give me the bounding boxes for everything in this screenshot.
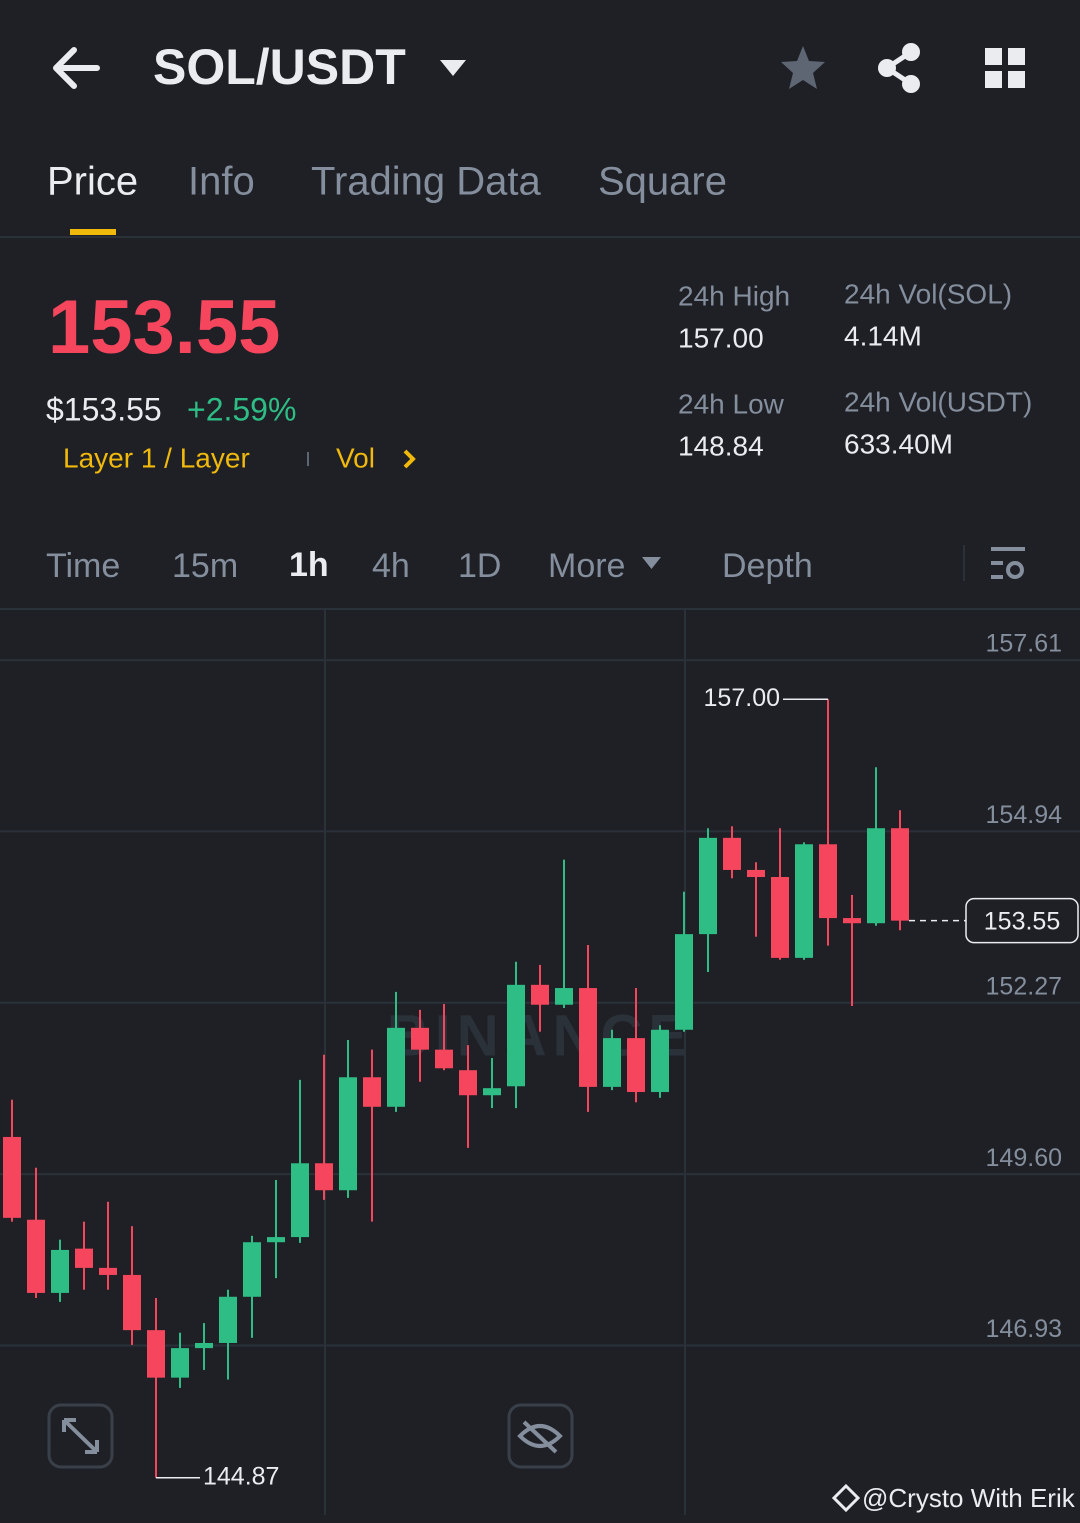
expand-icon: [62, 1418, 99, 1454]
last-price: 153.55: [48, 285, 280, 370]
stat-label: 24h Vol(SOL): [844, 278, 1012, 309]
y-tick-label: 154.94: [986, 801, 1063, 829]
tab[interactable]: Square: [598, 160, 727, 204]
credit-icon: [831, 1483, 861, 1513]
pair-title[interactable]: SOL/USDT: [153, 39, 406, 95]
candle-body: [75, 1248, 93, 1268]
y-tick-label: 149.60: [986, 1144, 1062, 1172]
candle-body: [819, 844, 837, 919]
low-marker-label: 144.87: [203, 1462, 279, 1490]
timeframe[interactable]: Depth: [722, 547, 813, 585]
y-tick-label: 152.27: [986, 972, 1062, 1000]
candle-body: [723, 837, 741, 870]
tab[interactable]: Trading Data: [311, 160, 542, 204]
stat-value: 633.40M: [844, 428, 953, 459]
timeframe[interactable]: Time: [46, 547, 120, 585]
y-tick-label: 146.93: [986, 1315, 1062, 1343]
candle-body: [699, 837, 717, 935]
candle-body: [411, 1027, 429, 1050]
stat-value: 148.84: [678, 430, 764, 461]
candle-body: [171, 1348, 189, 1378]
candle-body: [675, 934, 693, 1030]
y-tick-label: 157.61: [986, 630, 1062, 658]
stat-value: 4.14M: [844, 320, 922, 351]
candle-body: [243, 1242, 261, 1297]
credit: @Crysto With Erik: [862, 1483, 1076, 1513]
candle-body: [531, 984, 549, 1005]
candle-body: [195, 1342, 213, 1349]
timeframe[interactable]: More: [548, 547, 625, 585]
candle-body: [867, 828, 885, 924]
candle-body: [315, 1163, 333, 1191]
last-price-tag: [965, 897, 1079, 944]
candle-body: [147, 1330, 165, 1378]
pair-dropdown[interactable]: [440, 60, 466, 76]
candle-body: [459, 1070, 477, 1096]
candle-body: [51, 1249, 69, 1293]
timeframe[interactable]: 15m: [172, 547, 238, 585]
candle-body: [891, 828, 909, 921]
usd-price: $153.55: [46, 391, 162, 427]
chevron: [403, 449, 416, 469]
hide-button[interactable]: [507, 1403, 574, 1469]
candle-body: [579, 988, 597, 1087]
hide-icon: [517, 1420, 563, 1454]
candle-body: [363, 1077, 381, 1107]
candle-body: [843, 918, 861, 924]
stat-label: 24h Low: [678, 388, 785, 419]
tab-indicator: [70, 229, 116, 235]
candle-body: [771, 877, 789, 958]
tab[interactable]: Price: [47, 160, 138, 204]
timeframe[interactable]: 1h: [289, 546, 329, 584]
candle-body: [555, 988, 573, 1005]
last-price-label: 153.55: [984, 907, 1060, 935]
favorite-icon[interactable]: [781, 46, 825, 89]
share-icon[interactable]: [878, 43, 920, 93]
candle-body: [291, 1163, 309, 1238]
back-button[interactable]: [53, 47, 100, 89]
candle-body: [603, 1038, 621, 1087]
candle-body: [795, 844, 813, 958]
candle-body: [387, 1027, 405, 1107]
expand-button[interactable]: [47, 1403, 114, 1469]
candle-body: [267, 1237, 285, 1243]
candle-body: [339, 1077, 357, 1191]
timeframe[interactable]: 4h: [372, 547, 410, 585]
candle-body: [483, 1088, 501, 1096]
more-dropdown[interactable]: [642, 557, 661, 569]
candle-body: [3, 1136, 21, 1218]
candle-body: [747, 869, 765, 878]
candle-body: [123, 1274, 141, 1331]
tab[interactable]: Info: [188, 160, 255, 204]
candle-body: [219, 1296, 237, 1343]
candle-body: [507, 984, 525, 1087]
category-tag[interactable]: Layer 1 / Layer: [63, 442, 250, 473]
price-change: +2.59%: [187, 391, 296, 427]
candle-body: [651, 1029, 669, 1093]
candle-body: [435, 1049, 453, 1069]
candle-body: [627, 1038, 645, 1093]
high-marker-label: 157.00: [704, 684, 780, 712]
timeframe[interactable]: 1D: [458, 547, 501, 585]
stat-value: 157.00: [678, 322, 764, 353]
candle-body: [27, 1219, 45, 1293]
vol-link[interactable]: Vol: [336, 442, 375, 473]
stat-label: 24h Vol(USDT): [844, 386, 1032, 417]
candle-body: [99, 1267, 117, 1275]
chart-settings[interactable]: [991, 547, 1025, 579]
grid-icon[interactable]: [985, 48, 1025, 88]
stat-label: 24h High: [678, 280, 790, 311]
plot: 157.61 154.94 152.27 149.60 146.93 157.00 144.…: [0, 630, 1080, 1490]
